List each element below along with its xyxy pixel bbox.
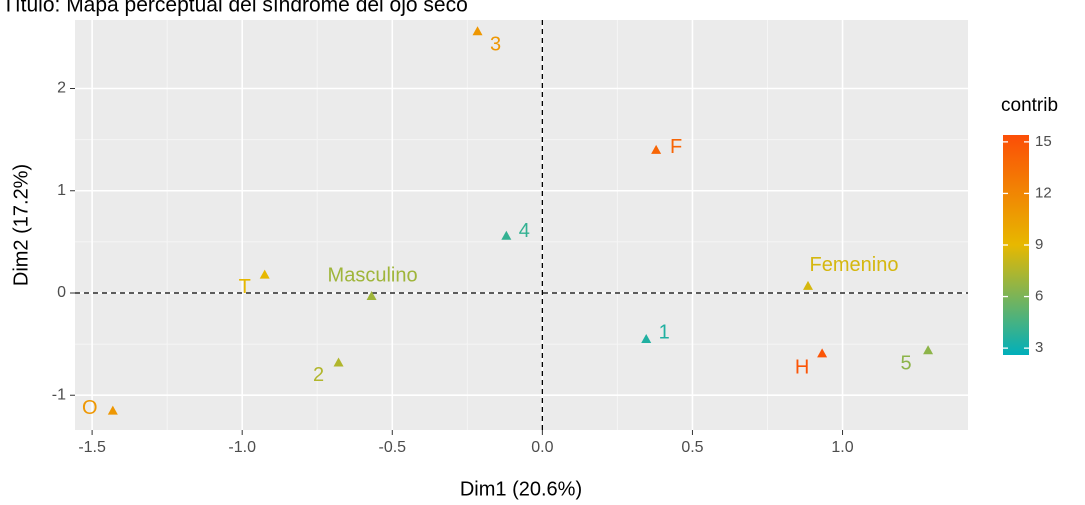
point: [333, 357, 344, 367]
point-label: 2: [313, 364, 324, 386]
x-tick-label: -1.5: [78, 439, 106, 456]
point: [651, 144, 662, 154]
x-tick-label: -0.5: [378, 439, 406, 456]
chart-title: Título: Mapa perceptual del síndrome del…: [2, 0, 468, 17]
colorbar-label: 12: [1035, 184, 1052, 201]
colorbar-label: 3: [1035, 339, 1043, 356]
legend-title: contrib: [1001, 95, 1058, 116]
y-axis-label: Dim2 (17.2%): [10, 164, 32, 286]
x-tick-label: 0.0: [531, 439, 553, 456]
point-label: 4: [519, 220, 530, 242]
x-axis-label: Dim1 (20.6%): [460, 478, 582, 500]
y-tick-label: 1: [57, 182, 66, 199]
colorbar-label: 9: [1035, 236, 1043, 253]
point: [923, 345, 934, 355]
point-label: 3: [490, 34, 501, 56]
x-tick-label: 0.5: [681, 439, 703, 456]
y-tick-label: 0: [57, 284, 66, 301]
point: [259, 269, 270, 279]
point-label: F: [670, 136, 682, 158]
point-label: Masculino: [328, 264, 418, 286]
point-label: T: [239, 276, 251, 298]
colorbar-label: 6: [1035, 288, 1043, 305]
colorbar-label: 15: [1035, 133, 1052, 150]
point: [107, 405, 118, 415]
point: [472, 26, 483, 36]
point: [366, 291, 377, 301]
y-tick-label: 2: [57, 80, 66, 97]
point: [641, 334, 652, 344]
point-label: Femenino: [810, 254, 899, 276]
point-label: O: [82, 397, 98, 419]
y-tick-label: -1: [52, 386, 66, 403]
x-tick-label: 1.0: [831, 439, 853, 456]
point-label: H: [795, 357, 809, 379]
point-label: 1: [659, 321, 670, 343]
point: [817, 348, 828, 358]
point: [803, 280, 814, 290]
x-tick-label: -1.0: [228, 439, 256, 456]
point-label: 5: [901, 353, 912, 375]
point: [501, 230, 512, 240]
